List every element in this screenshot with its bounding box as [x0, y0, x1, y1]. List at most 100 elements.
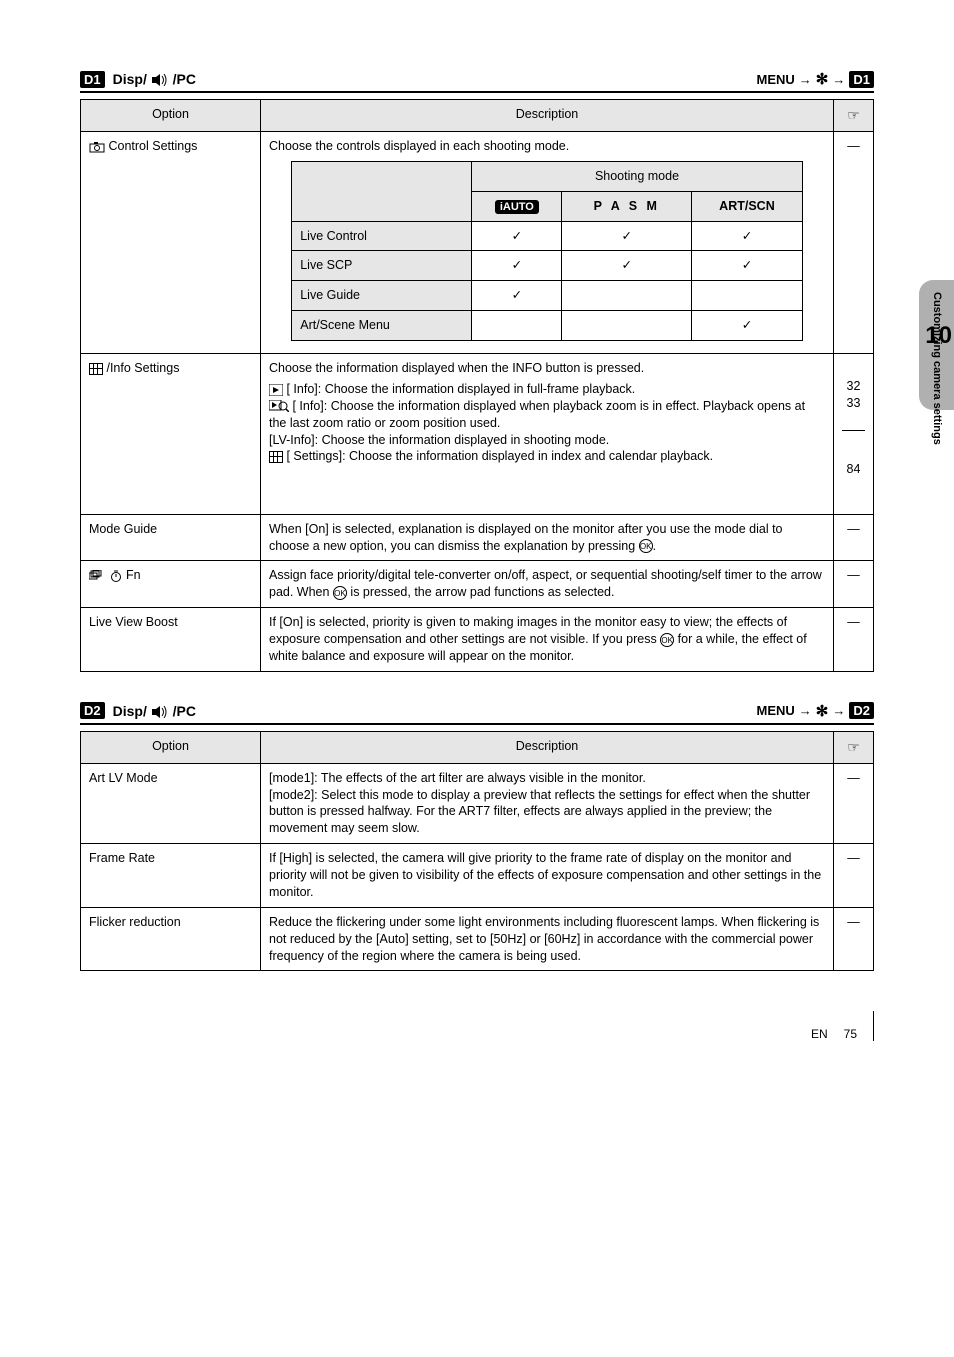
desc-cell: Choose the information displayed when th…	[261, 354, 834, 515]
desc-cell: When [On] is selected, explanation is di…	[261, 514, 834, 561]
d2-nav-path: MENU → → D2	[757, 702, 874, 720]
option-cell: Flicker reduction	[81, 907, 261, 971]
inner-cell	[692, 281, 803, 311]
page-cell: —	[834, 844, 874, 908]
inner-row: Live SCP ✓ ✓ ✓	[292, 251, 803, 281]
footer-page: 75	[838, 1027, 863, 1041]
desc-cell: Choose the controls displayed in each sh…	[261, 131, 834, 353]
iauto-badge: iAUTO	[495, 200, 539, 214]
playzoom-icon	[269, 400, 289, 412]
desc-text: When [On] is selected, explanation is di…	[269, 522, 783, 553]
option-cell: Live View Boost	[81, 608, 261, 672]
hand-icon: ☞	[847, 107, 860, 123]
th-option: Option	[81, 731, 261, 763]
inner-shootmode-header: Shooting mode	[472, 161, 803, 191]
page-cell: —	[834, 561, 874, 608]
inner-blank	[292, 161, 472, 221]
table-row: Frame Rate If [High] is selected, the ca…	[81, 844, 874, 908]
d2-nav-badge: D2	[849, 702, 874, 719]
table-row: Art LV Mode [mode1]: The effects of the …	[81, 763, 874, 844]
inner-cell: ✓	[692, 251, 803, 281]
section-d1-header: D1 Disp/ /PC MENU → → D1	[80, 70, 874, 93]
desc-cell: Assign face priority/digital tele-conver…	[261, 561, 834, 608]
section-d2-header: D2 Disp/ /PC MENU → → D2	[80, 702, 874, 725]
sub-item: [LV-Info]: Choose the information displa…	[269, 432, 825, 449]
option-cell: Frame Rate	[81, 844, 261, 908]
inner-row-label: Live Guide	[292, 281, 472, 311]
sub-item: [ Settings]: Choose the information disp…	[269, 448, 825, 465]
table-row: Live View Boost If [On] is selected, pri…	[81, 608, 874, 672]
sub-item: [ Info]: Choose the information displaye…	[269, 398, 825, 432]
inner-cell: ✓	[692, 221, 803, 251]
inner-cell: ✓	[472, 251, 562, 281]
d2-title: Disp/ /PC	[113, 703, 196, 719]
inner-cell	[562, 311, 692, 341]
inner-row-label: Live SCP	[292, 251, 472, 281]
footer-lang: EN	[811, 1027, 838, 1041]
inner-th-artscn: ART/SCN	[692, 191, 803, 221]
inner-cell: ✓	[472, 221, 562, 251]
inner-row: Live Guide ✓	[292, 281, 803, 311]
page-footer: EN 75	[80, 1011, 874, 1041]
desc-cell: [mode1]: The effects of the art filter a…	[261, 763, 834, 844]
arrow-icon: →	[799, 703, 812, 718]
table-row: Mode Guide When [On] is selected, explan…	[81, 514, 874, 561]
sub-item-text: [ Info]: Choose the information displaye…	[269, 399, 805, 430]
burst-icon	[89, 570, 107, 582]
speaker-icon	[151, 74, 169, 86]
inner-cell: ✓	[692, 311, 803, 341]
inner-row-label: Live Control	[292, 221, 472, 251]
page-cell: —	[834, 131, 874, 353]
option-cell: Mode Guide	[81, 514, 261, 561]
table-header-row: Option Description ☞	[81, 731, 874, 763]
desc-text: If [On] is selected, priority is given t…	[269, 615, 807, 663]
play-icon	[269, 384, 283, 396]
d2-table: Option Description ☞ Art LV Mode [mode1]…	[80, 731, 874, 972]
table-row: Fn Assign face priority/digital tele-con…	[81, 561, 874, 608]
th-description: Description	[261, 731, 834, 763]
page-cell: 32 33 84	[834, 354, 874, 515]
inner-cell	[472, 311, 562, 341]
desc-cell: Reduce the flickering under some light e…	[261, 907, 834, 971]
page-cell: —	[834, 763, 874, 844]
inner-row: Live Control ✓ ✓ ✓	[292, 221, 803, 251]
desc-text: Choose the controls displayed in each sh…	[269, 139, 569, 153]
d1-title-suffix: /PC	[173, 71, 196, 87]
d2-title-text: Disp/	[113, 703, 147, 719]
inner-th-pasm: P A S M	[562, 191, 692, 221]
sub-item-text: [ Info]: Choose the information displaye…	[286, 382, 635, 396]
inner-cell: ✓	[472, 281, 562, 311]
d2-title-suffix: /PC	[173, 703, 196, 719]
option-cell: /Info Settings	[81, 354, 261, 515]
arrow-icon: →	[832, 703, 845, 718]
desc-cell: If [On] is selected, priority is given t…	[261, 608, 834, 672]
th-page: ☞	[834, 731, 874, 763]
inner-head-row: Shooting mode	[292, 161, 803, 191]
ok-icon: OK	[333, 586, 347, 600]
camera-icon	[89, 141, 105, 153]
nav-menu-label: MENU	[757, 72, 795, 87]
table-header-row: Option Description ☞	[81, 100, 874, 132]
table-row: Flicker reduction Reduce the flickering …	[81, 907, 874, 971]
gear-icon	[816, 70, 829, 88]
d1-title: Disp/ /PC	[113, 71, 196, 87]
speaker-icon	[151, 706, 169, 718]
desc-cell: If [High] is selected, the camera will g…	[261, 844, 834, 908]
page-cell: —	[834, 514, 874, 561]
inner-cell: ✓	[562, 251, 692, 281]
side-tab: 10 Customizing camera settings	[919, 280, 954, 410]
option-cell: Art LV Mode	[81, 763, 261, 844]
th-option: Option	[81, 100, 261, 132]
hand-icon: ☞	[847, 739, 860, 755]
inner-cell: ✓	[562, 221, 692, 251]
arrow-icon: →	[832, 72, 845, 87]
timer-icon	[110, 570, 122, 582]
option-cell: Control Settings	[81, 131, 261, 353]
d1-nav-badge: D1	[849, 71, 874, 88]
th-page: ☞	[834, 100, 874, 132]
inner-cell	[562, 281, 692, 311]
page-ref: 84	[842, 431, 865, 508]
th-description: Description	[261, 100, 834, 132]
arrow-icon: →	[799, 72, 812, 87]
sub-item-text: [ Settings]: Choose the information disp…	[286, 449, 713, 463]
